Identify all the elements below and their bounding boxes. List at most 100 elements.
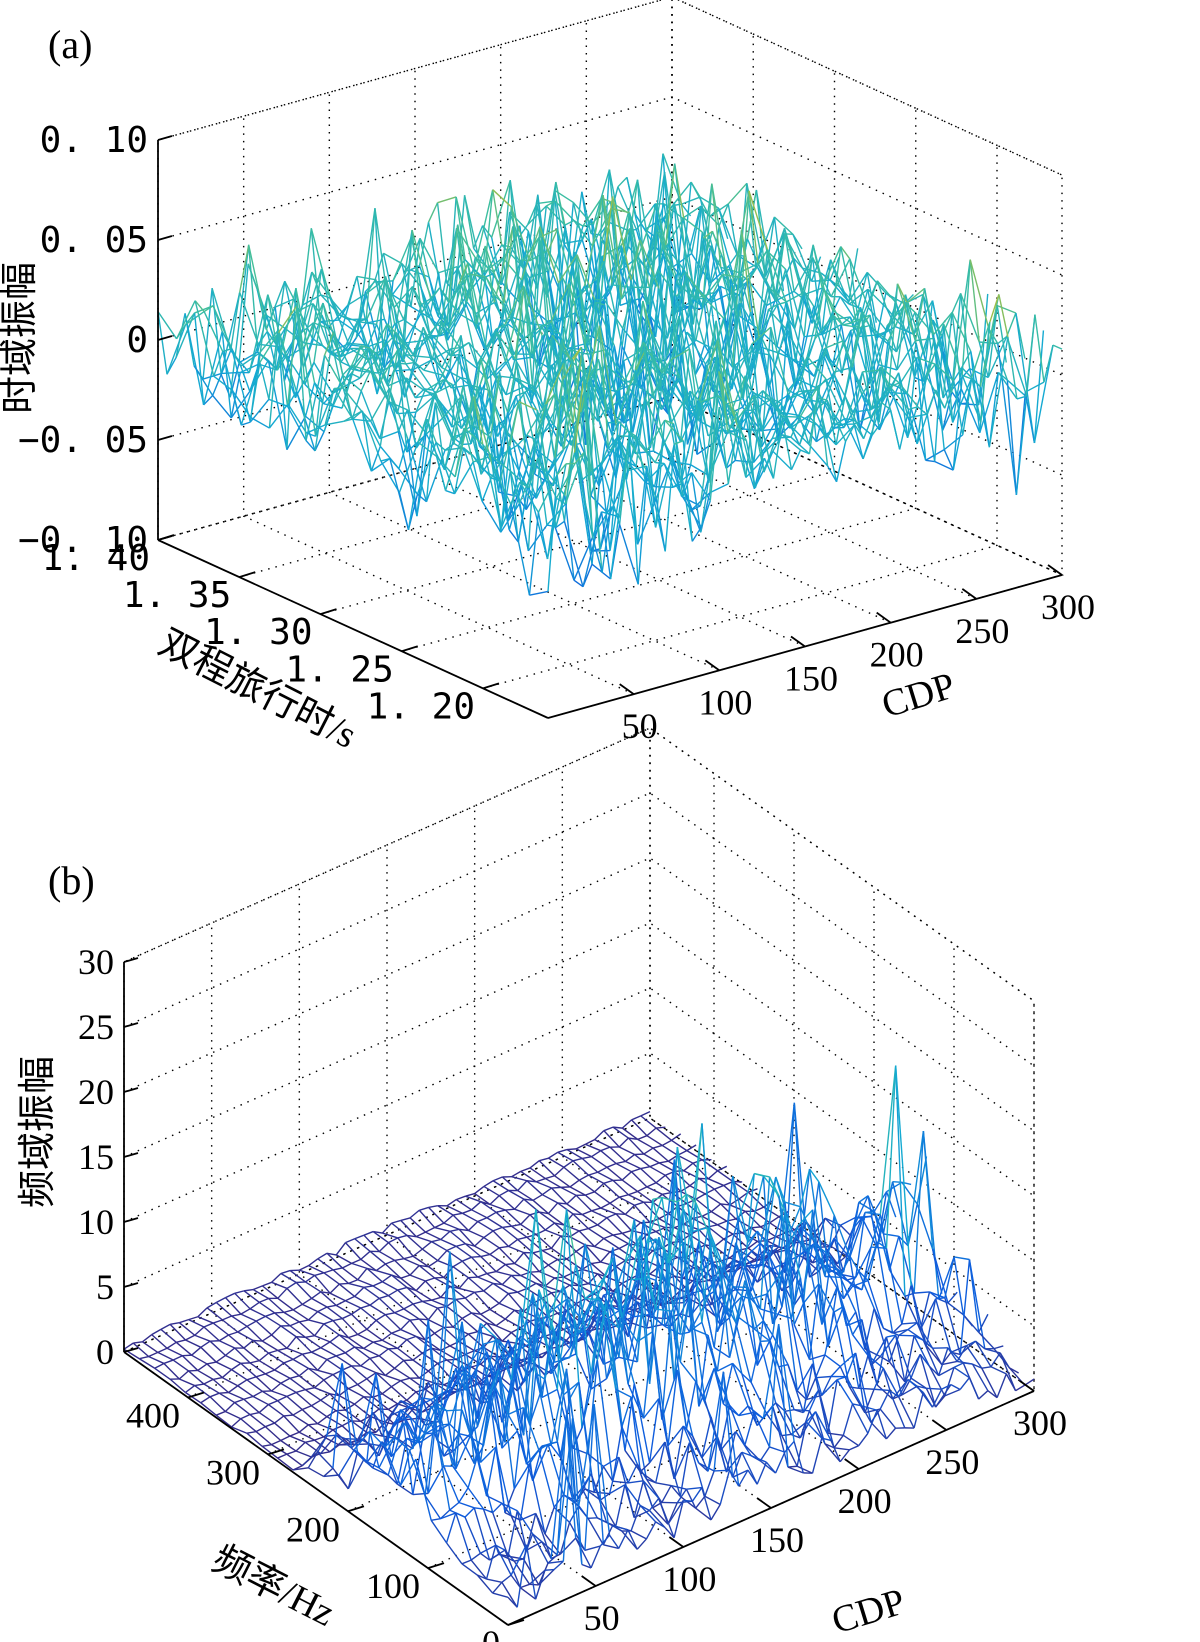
panel-a-mesh-segment <box>843 371 864 428</box>
panel-b-mesh-segment <box>215 1301 233 1317</box>
panel-b-mesh-segment <box>585 1143 602 1152</box>
panel-b-mesh-segment <box>717 1170 734 1183</box>
panel-a-grid-x <box>242 116 634 695</box>
panel-a-mesh-segment <box>718 203 729 226</box>
panel-a-mesh-segment <box>698 403 709 421</box>
panel-a-mesh-segment <box>582 379 594 538</box>
panel-b-mesh-segment <box>655 1174 666 1184</box>
panel-b-mesh-segment <box>741 1373 758 1426</box>
panel-a-mesh-segment <box>529 237 540 261</box>
panel-b-mesh-segment <box>572 1447 589 1455</box>
panel-a-mesh-segment <box>876 280 897 304</box>
panel-a-mesh-segment <box>608 421 620 515</box>
panel-b-mesh-segment <box>403 1258 420 1267</box>
panel-a-mesh-segment <box>744 375 765 473</box>
panel-b-mesh-segment <box>465 1192 475 1197</box>
panel-b-mesh-segment <box>406 1234 417 1238</box>
panel-a-mesh-segment <box>603 299 624 329</box>
panel-b-mesh-segment <box>445 1542 463 1565</box>
panel-b-mesh-segment <box>636 1331 654 1343</box>
panel-b-mesh-segment <box>301 1451 319 1467</box>
panel-b-mesh-segment <box>418 1264 436 1279</box>
panel-b-mesh-segment <box>591 1207 601 1212</box>
panel-b-mesh-segment <box>354 1403 371 1417</box>
panel-b-mesh-segment <box>308 1265 325 1274</box>
panel-b-mesh-segment <box>295 1441 306 1452</box>
panel-a-mesh-segment <box>374 279 386 320</box>
panel-b-mesh-segment <box>347 1451 359 1489</box>
panel-a-mesh-segment <box>881 401 892 411</box>
panel-a-mesh-segment <box>867 307 888 332</box>
panel-b-mesh-segment <box>372 1341 389 1350</box>
panel-a-z-tick-label: 0 <box>126 320 148 361</box>
panel-b-mesh-segment <box>473 1507 491 1561</box>
panel-a-mesh-segment <box>493 226 514 303</box>
panel-b-mesh-segment <box>415 1289 432 1301</box>
panel-b-mesh-segment <box>354 1295 371 1306</box>
panel-b-mesh-segment <box>486 1322 497 1327</box>
panel-a-mesh-segment <box>504 361 516 380</box>
panel-b-mesh-segment <box>602 1277 620 1329</box>
panel-a-mesh-segment <box>925 459 935 463</box>
panel-b-mesh-segment <box>424 1495 442 1520</box>
panel-b-mesh-segment <box>277 1457 294 1471</box>
panel-b-mesh-segment <box>412 1359 429 1372</box>
panel-b-mesh-segment <box>369 1250 386 1265</box>
panel-b-mesh-segment <box>385 1259 395 1265</box>
panel-a-mesh-segment <box>825 378 836 429</box>
panel-a-mesh-segment <box>509 470 530 489</box>
panel-b-mesh-segment <box>591 1261 601 1265</box>
panel-a-mesh-segment <box>434 402 446 470</box>
panel-b-mesh-segment <box>351 1365 368 1380</box>
panel-a-mesh-segment <box>416 442 437 495</box>
panel-b-mesh-segment <box>747 1287 765 1322</box>
panel-b-mesh-segment <box>240 1308 251 1315</box>
panel-a-y-tick-label: 1. 35 <box>123 575 231 616</box>
panel-b-mesh-segment <box>436 1390 448 1441</box>
panel-a-mesh-segment <box>378 349 399 385</box>
panel-b-mesh-segment <box>381 1441 399 1485</box>
panel-a-mesh-segment <box>821 246 842 289</box>
panel-b-mesh-segment <box>252 1285 263 1291</box>
panel-a-mesh-segment <box>1006 336 1027 393</box>
panel-a-mesh-segment <box>366 318 377 362</box>
panel-b-mesh-segment <box>584 1244 602 1263</box>
panel-b-mesh-segment <box>409 1439 420 1451</box>
panel-a-mesh-segment <box>642 300 663 410</box>
panel-b-mesh-segment <box>569 1236 586 1246</box>
panel-b-mesh-segment <box>354 1234 365 1240</box>
panel-b-mesh-segment <box>655 1182 672 1194</box>
panel-b-mesh-segment <box>459 1228 469 1232</box>
panel-a-mesh-segment <box>504 286 525 362</box>
panel-b-mesh-segment <box>621 1179 639 1192</box>
panel-a-mesh-segment <box>597 359 609 411</box>
panel-b-mesh-segment <box>520 1214 531 1225</box>
panel-a-mesh-segment <box>591 511 603 538</box>
panel-b-mesh-segment <box>569 1179 580 1188</box>
panel-a-mesh-segment <box>635 203 656 231</box>
panel-a-mesh-segment <box>767 286 788 303</box>
panel-b-mesh-segment <box>265 1422 275 1428</box>
panel-b-mesh-segment <box>710 1255 722 1326</box>
panel-b-mesh-segment <box>628 1137 638 1141</box>
panel-b-mesh-segment <box>517 1236 528 1241</box>
panel-b-mesh-segment <box>609 1196 620 1204</box>
panel-a-mesh-segment <box>724 363 735 408</box>
panel-b-mesh-segment <box>513 1360 531 1425</box>
panel-b-mesh-segment <box>535 1181 552 1189</box>
panel-a-mesh-segment <box>376 331 397 395</box>
panel-b-mesh-segment <box>431 1241 448 1252</box>
panel-b-mesh-segment <box>486 1272 503 1286</box>
panel-a-mesh-segment <box>849 258 860 326</box>
panel-b-mesh-segment <box>686 1193 697 1204</box>
panel-b-mesh-segment <box>640 1168 657 1184</box>
panel-b-mesh-segment <box>805 1251 823 1325</box>
panel-a-mesh-segment <box>745 457 765 478</box>
panel-a-mesh-segment <box>493 257 504 273</box>
panel-b-mesh-segment <box>762 1176 774 1324</box>
panel-a-mesh-segment <box>510 481 521 505</box>
panel-b-mesh-segment <box>443 1450 454 1457</box>
panel-b-mesh-segment <box>387 1295 405 1310</box>
panel-a-mesh-segment <box>442 404 463 429</box>
panel-a-mesh-segment <box>185 312 196 326</box>
